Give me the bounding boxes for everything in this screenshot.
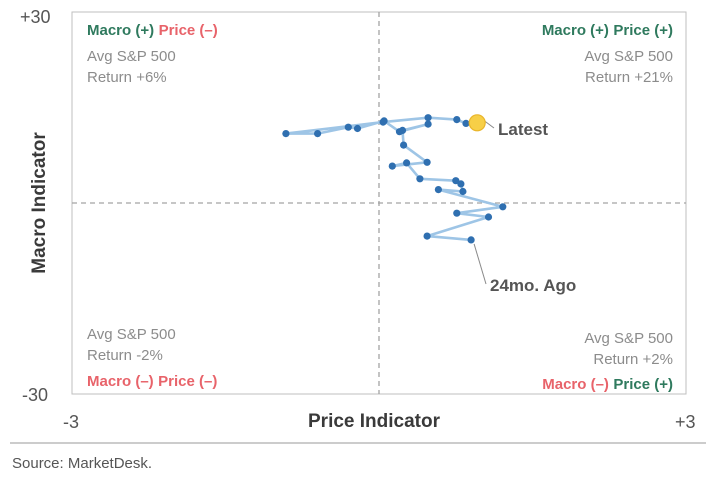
quadrant-bottom-right-return: Return +2%: [593, 351, 673, 368]
quadrant-bottom-left-avg: Avg S&P 500: [87, 326, 176, 343]
quadrant-bottom-right-label: Macro (–) Price (+): [542, 376, 673, 393]
start-callout-line: [473, 243, 487, 285]
y-axis-title: Macro Indicator: [29, 132, 50, 274]
quadrant-top-right-return: Return +21%: [585, 69, 673, 86]
x-tick-right: +3: [675, 412, 696, 432]
y-tick-top: +30: [20, 7, 51, 27]
data-point: [434, 186, 442, 194]
quadrant-top-left-avg: Avg S&P 500: [87, 48, 176, 65]
data-point: [462, 119, 470, 127]
y-tick-bottom: -30: [22, 385, 48, 405]
latest-point: [468, 114, 486, 132]
data-point: [344, 123, 352, 131]
data-point: [452, 177, 460, 185]
quadrant-bottom-left-return: Return -2%: [87, 347, 163, 364]
series-group: [282, 114, 507, 285]
data-point: [453, 209, 461, 217]
source-note: Source: MarketDesk.: [12, 455, 152, 472]
quadrant-bottom-left-label: Macro (–) Price (–): [87, 373, 217, 390]
data-point: [453, 116, 461, 124]
data-point: [314, 130, 322, 138]
quadrant-top-right-avg: Avg S&P 500: [584, 48, 673, 65]
x-tick-left: -3: [63, 412, 79, 432]
data-point: [403, 159, 411, 167]
data-point: [459, 187, 467, 196]
quadrant-bottom-right-avg: Avg S&P 500: [584, 330, 673, 347]
data-point: [353, 124, 362, 133]
data-point: [424, 120, 432, 128]
data-point: [395, 128, 404, 136]
latest-annotation: Latest: [498, 120, 548, 139]
quadrant-top-right-label: Macro (+) Price (+): [542, 22, 673, 39]
data-point: [379, 118, 387, 126]
data-point: [423, 158, 431, 166]
x-axis-title: Price Indicator: [308, 411, 441, 432]
data-point: [388, 162, 396, 170]
data-point: [467, 236, 475, 244]
data-point: [423, 232, 431, 240]
data-point: [400, 141, 408, 149]
data-point: [424, 114, 432, 122]
quadrant-top-left-return: Return +6%: [87, 69, 167, 86]
quadrant-top-left-label: Macro (+) Price (–): [87, 22, 218, 39]
data-point: [282, 130, 290, 138]
data-point: [484, 213, 493, 221]
data-point: [416, 175, 424, 183]
start-annotation: 24mo. Ago: [490, 276, 576, 295]
data-point: [499, 203, 507, 211]
